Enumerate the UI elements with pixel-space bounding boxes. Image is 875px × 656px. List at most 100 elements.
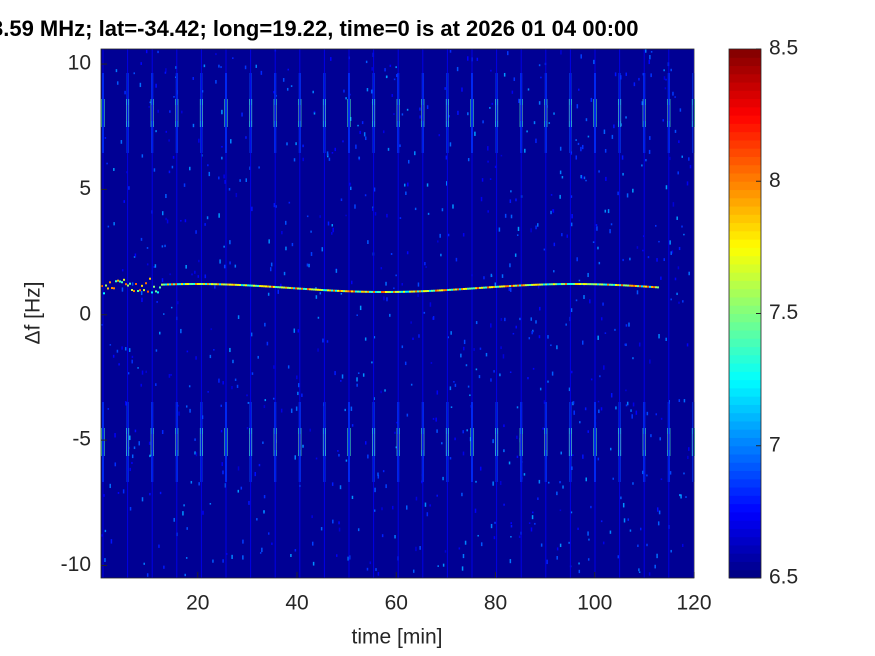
noise-speck <box>273 203 276 208</box>
noise-speck <box>535 138 537 144</box>
trace-dot <box>473 287 475 290</box>
noise-speck <box>537 284 540 289</box>
colorbar-step <box>729 379 761 389</box>
noise-speck <box>448 115 450 118</box>
noise-speck <box>593 59 595 65</box>
noise-speck <box>374 487 376 493</box>
trace-dot <box>533 283 535 286</box>
trace-dot <box>655 286 657 289</box>
trace-dot <box>251 284 253 287</box>
trace-dot <box>311 288 313 291</box>
noise-speck <box>405 191 407 195</box>
noise-speck <box>145 49 148 54</box>
noise-speck <box>475 321 478 325</box>
trace-dot <box>547 283 549 286</box>
noise-speck <box>328 157 331 161</box>
trace-dot <box>631 284 633 287</box>
noise-speck <box>395 446 397 449</box>
noise-speck <box>672 91 674 96</box>
noise-speck <box>436 429 438 433</box>
trace-dot <box>213 283 215 286</box>
noise-speck <box>126 171 128 174</box>
noise-speck <box>677 171 679 175</box>
noise-speck <box>291 242 294 247</box>
trace-dot <box>439 289 441 292</box>
trace-dot <box>645 285 647 288</box>
streak-faint <box>594 49 596 578</box>
noise-speck <box>159 331 161 335</box>
noise-speck <box>371 67 373 71</box>
trace-dot <box>453 288 455 291</box>
noise-speck <box>449 457 452 460</box>
noise-speck <box>124 90 126 95</box>
noise-speck <box>585 477 587 482</box>
trace-dot <box>365 290 367 293</box>
colorbar-step <box>729 412 761 422</box>
noise-speck <box>269 267 272 272</box>
noise-speck <box>386 297 388 302</box>
colorbar-step <box>729 544 761 554</box>
trace-dot <box>185 283 187 286</box>
noise-speck <box>286 87 289 91</box>
noise-speck <box>560 451 562 455</box>
noise-speck <box>620 75 622 80</box>
noise-speck <box>516 455 519 459</box>
noise-speck <box>674 277 677 281</box>
trace-dot <box>291 287 293 290</box>
noise-speck <box>625 72 628 76</box>
noise-speck <box>615 406 617 410</box>
noise-speck <box>669 156 671 161</box>
noise-speck <box>516 406 519 409</box>
noise-speck <box>648 59 651 65</box>
trace-dot <box>377 290 379 293</box>
noise-speck <box>181 110 183 114</box>
noise-speck <box>222 381 224 385</box>
noise-speck <box>219 259 221 264</box>
noise-speck <box>161 278 164 282</box>
noise-speck <box>656 553 658 559</box>
noise-speck <box>326 340 329 343</box>
noise-speck <box>426 183 429 187</box>
noise-speck <box>273 365 275 369</box>
trace-dot <box>487 286 489 289</box>
noise-speck <box>465 364 468 367</box>
noise-speck <box>390 253 393 255</box>
trace-dot <box>237 283 239 286</box>
noise-speck <box>646 411 649 416</box>
noise-speck <box>575 155 578 160</box>
noise-speck <box>613 124 615 129</box>
trace-dot <box>209 283 211 286</box>
noise-speck <box>407 182 409 187</box>
noise-speck <box>532 367 535 370</box>
noise-speck <box>627 518 630 521</box>
noise-speck <box>338 527 341 532</box>
streak-faint <box>323 49 325 578</box>
noise-speck <box>399 144 401 147</box>
noise-speck <box>164 244 166 248</box>
noise-speck <box>530 527 533 532</box>
trace-dot <box>163 283 165 286</box>
trace-dot <box>497 285 499 288</box>
noise-speck <box>290 408 293 413</box>
colorbar-step <box>729 503 761 513</box>
noise-speck <box>607 209 610 214</box>
noise-speck <box>664 87 667 90</box>
noise-speck <box>540 76 542 79</box>
noise-speck <box>602 541 605 545</box>
noise-speck <box>637 544 639 548</box>
noise-speck <box>357 372 360 374</box>
x-tick-label: 100 <box>577 592 612 615</box>
noise-speck <box>302 444 304 448</box>
noise-speck <box>632 402 635 407</box>
colorbar-step <box>729 98 761 108</box>
noise-speck <box>590 505 592 509</box>
noise-speck <box>381 507 383 511</box>
noise-speck <box>140 290 143 296</box>
noise-speck <box>556 345 558 350</box>
noise-speck <box>535 225 537 230</box>
noise-speck <box>361 121 364 125</box>
noise-speck <box>385 75 388 79</box>
trace-dot <box>215 283 217 286</box>
noise-speck <box>656 507 659 512</box>
noise-speck <box>518 98 520 103</box>
